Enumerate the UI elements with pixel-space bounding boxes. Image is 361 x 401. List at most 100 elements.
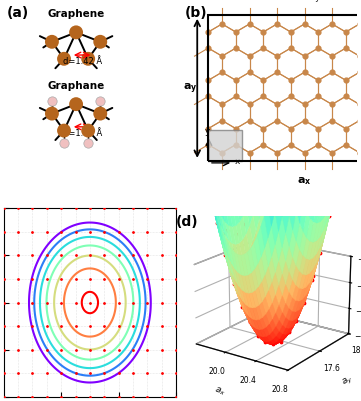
- Text: $\mathbf{a_y}$: $\mathbf{a_y}$: [183, 81, 197, 95]
- Point: [288, 126, 293, 132]
- Point: [274, 69, 280, 75]
- Point: [274, 21, 280, 27]
- Point: [205, 126, 211, 132]
- Point: [61, 128, 67, 134]
- Text: Graphane: Graphane: [47, 81, 105, 91]
- Point: [219, 69, 225, 75]
- Point: [288, 45, 293, 51]
- Point: [357, 117, 361, 124]
- Text: d=1.53 Å: d=1.53 Å: [62, 129, 102, 138]
- Point: [329, 53, 335, 59]
- Point: [61, 140, 67, 146]
- Point: [219, 117, 225, 124]
- Point: [73, 101, 79, 107]
- Point: [343, 93, 349, 99]
- Point: [329, 101, 335, 107]
- Point: [316, 93, 321, 99]
- Point: [233, 93, 239, 99]
- Point: [357, 21, 361, 27]
- Point: [316, 45, 321, 51]
- Point: [343, 45, 349, 51]
- Point: [316, 77, 321, 83]
- Point: [205, 142, 211, 148]
- Bar: [208, 15, 361, 162]
- Text: Graphene: Graphene: [47, 9, 105, 19]
- Point: [49, 110, 55, 117]
- Point: [288, 142, 293, 148]
- Point: [233, 45, 239, 51]
- Point: [316, 142, 321, 148]
- Point: [97, 110, 103, 117]
- Point: [329, 150, 335, 156]
- Point: [357, 53, 361, 59]
- Point: [357, 150, 361, 156]
- Point: [316, 29, 321, 35]
- Point: [205, 93, 211, 99]
- Point: [219, 21, 225, 27]
- Point: [302, 69, 308, 75]
- Point: [260, 126, 266, 132]
- Point: [233, 142, 239, 148]
- Point: [274, 150, 280, 156]
- Text: $\varepsilon_y$: $\varepsilon_y$: [309, 0, 321, 6]
- Point: [274, 117, 280, 124]
- Point: [247, 21, 252, 27]
- Point: [329, 117, 335, 124]
- Point: [357, 69, 361, 75]
- Text: x: x: [235, 156, 240, 166]
- Text: (a): (a): [7, 6, 29, 20]
- Point: [343, 29, 349, 35]
- Text: y: y: [205, 127, 210, 136]
- Point: [97, 98, 103, 105]
- Point: [205, 29, 211, 35]
- Point: [260, 77, 266, 83]
- Point: [247, 150, 252, 156]
- Bar: [208, 130, 242, 162]
- X-axis label: $a_x$: $a_x$: [213, 385, 227, 398]
- Point: [274, 101, 280, 107]
- Point: [247, 69, 252, 75]
- Point: [302, 53, 308, 59]
- Point: [247, 53, 252, 59]
- Text: d=1.42 Å: d=1.42 Å: [62, 57, 102, 65]
- Point: [205, 45, 211, 51]
- Point: [219, 101, 225, 107]
- Point: [302, 117, 308, 124]
- Point: [288, 29, 293, 35]
- Point: [85, 56, 91, 62]
- Point: [302, 21, 308, 27]
- Point: [219, 53, 225, 59]
- Point: [85, 140, 91, 146]
- Point: [302, 101, 308, 107]
- Point: [302, 150, 308, 156]
- Point: [274, 53, 280, 59]
- Point: [288, 77, 293, 83]
- Y-axis label: $a_y$: $a_y$: [340, 374, 355, 389]
- Point: [343, 126, 349, 132]
- Point: [260, 93, 266, 99]
- Point: [260, 45, 266, 51]
- Point: [85, 128, 91, 134]
- Point: [288, 93, 293, 99]
- Point: [343, 77, 349, 83]
- Point: [233, 126, 239, 132]
- Text: (d): (d): [176, 215, 199, 229]
- Point: [343, 142, 349, 148]
- Point: [233, 77, 239, 83]
- Point: [357, 101, 361, 107]
- Text: (b): (b): [185, 6, 208, 20]
- Point: [205, 77, 211, 83]
- Point: [316, 126, 321, 132]
- Point: [233, 29, 239, 35]
- Point: [219, 150, 225, 156]
- Point: [97, 38, 103, 45]
- Point: [49, 98, 55, 105]
- Point: [329, 21, 335, 27]
- Point: [260, 29, 266, 35]
- Point: [247, 117, 252, 124]
- Point: [247, 101, 252, 107]
- Point: [73, 29, 79, 36]
- Point: [329, 69, 335, 75]
- Point: [260, 142, 266, 148]
- Point: [61, 56, 67, 62]
